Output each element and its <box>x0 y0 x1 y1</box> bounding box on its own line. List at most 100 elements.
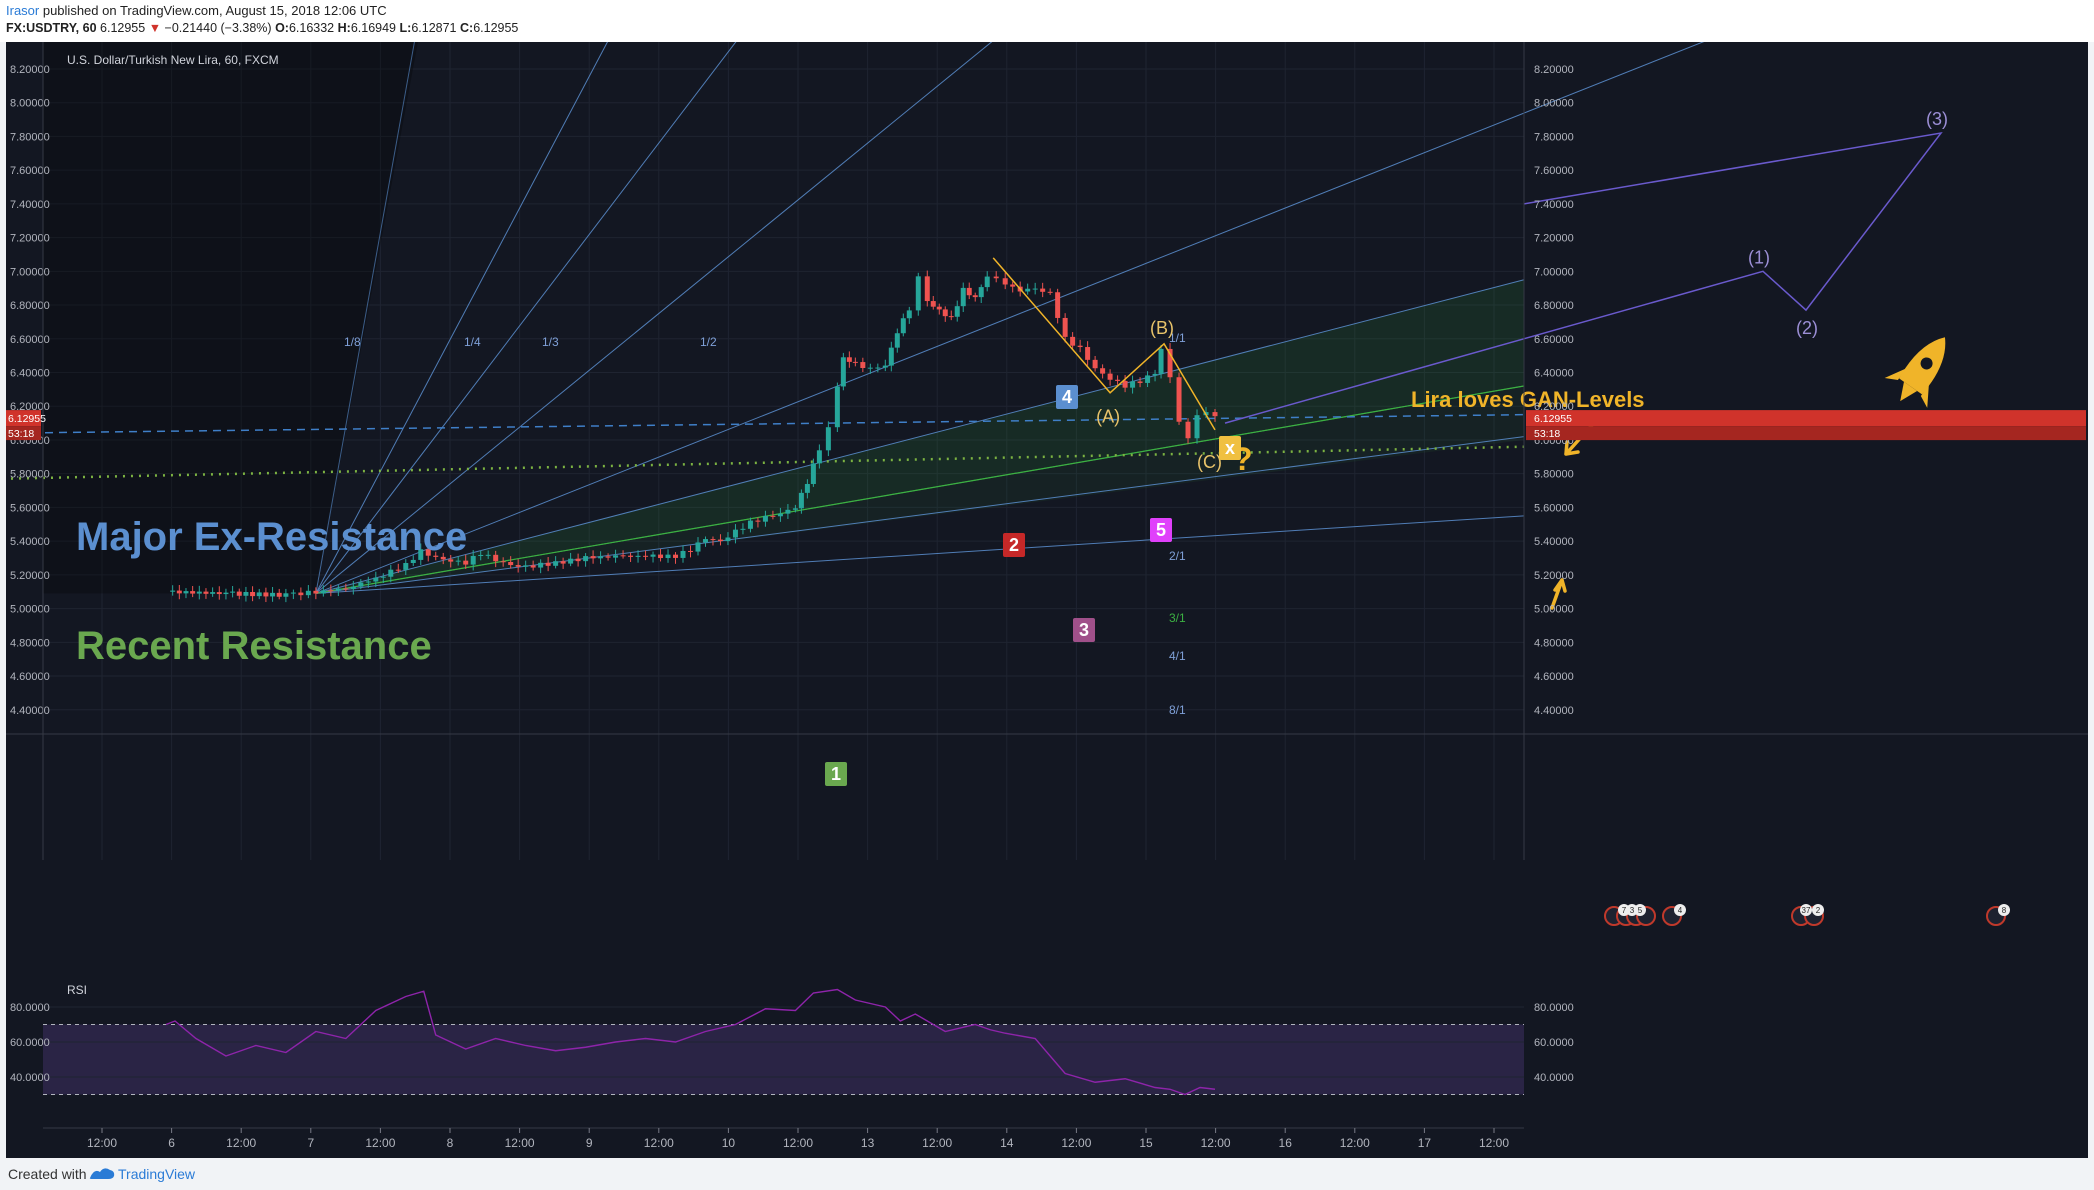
wave-marker-4: 4 <box>1056 385 1078 409</box>
candle-body <box>792 508 798 510</box>
candle-body <box>1070 336 1076 346</box>
x-tick-label: 8 <box>447 1136 454 1150</box>
candle-body <box>846 357 852 362</box>
candle-body <box>643 555 649 557</box>
candle-body <box>978 287 984 298</box>
candle-body <box>1002 278 1008 285</box>
candle-body <box>810 463 816 484</box>
gann-label: 8/1 <box>1169 703 1186 717</box>
symbol-line: FX:USDTRY, 60 6.12955 ▼ −0.21440 (−3.38%… <box>6 21 518 35</box>
x-tick-label: 12:00 <box>226 1136 256 1150</box>
projection: (1) (2) (3) <box>1224 109 1948 424</box>
tradingview-link[interactable]: TradingView <box>118 1166 196 1182</box>
candle-body <box>470 555 476 565</box>
candle-body <box>358 582 364 587</box>
callout-text: Lira loves GAN-Levels <box>1411 387 1645 412</box>
y-axis-label-left: 8.20000 <box>10 64 50 76</box>
gann-label: 1/2 <box>700 335 717 349</box>
wave-marker-text: 2 <box>1009 535 1019 555</box>
candle-body <box>388 569 394 577</box>
candle-body <box>320 590 326 594</box>
candle-body <box>930 301 936 307</box>
candle-body <box>598 556 604 559</box>
rsi-line <box>165 988 1216 1096</box>
candle-body <box>216 592 222 595</box>
candle-body <box>875 367 881 369</box>
candle-body <box>1152 373 1158 376</box>
y-axis-label-left: 5.80000 <box>10 469 50 481</box>
candle-body <box>176 590 182 594</box>
candle-body <box>203 591 209 594</box>
change-arrow: ▼ <box>148 21 162 35</box>
wave-marker-box <box>1150 518 1172 542</box>
gann-line <box>315 436 1525 594</box>
candle-body <box>1032 288 1038 290</box>
candle-body <box>223 592 229 595</box>
close-label: C: <box>459 21 474 35</box>
y-axis-label-right: 7.60000 <box>1534 165 1574 177</box>
price-tag-bg <box>1526 410 2086 427</box>
candle-body <box>1025 288 1031 292</box>
candle-body <box>463 560 469 565</box>
gann-line-3x1 <box>315 385 1525 595</box>
author-link[interactable]: Irasor <box>6 3 40 18</box>
high-value: 6.16949 <box>350 21 397 35</box>
y-axis-label-left: 7.40000 <box>10 199 50 211</box>
candle-body <box>762 515 768 522</box>
candle-body <box>770 515 776 517</box>
candle-body <box>478 554 484 556</box>
y-axis-label-right: 5.20000 <box>1534 570 1574 582</box>
candle-body <box>658 554 664 559</box>
y-axis-label-left: 4.80000 <box>10 637 50 649</box>
chart-area[interactable]: 1/8 1/4 1/3 1/2 1/1 2/1 3/1 4/1 8/1 (A) (B) (C)? Lir… <box>6 42 2088 1158</box>
chart-svg[interactable]: 1/8 1/4 1/3 1/2 1/12/13/14/18/1(A)(B)(C) ?Lir… <box>6 42 2088 1158</box>
candle-body <box>882 365 888 368</box>
left-axis-bg <box>6 42 43 860</box>
candle-body <box>740 528 746 530</box>
low-value: 6.12871 <box>411 21 457 35</box>
candle-body <box>605 556 611 558</box>
candle-body <box>1062 317 1068 337</box>
wave-marker-text: x <box>1225 438 1235 458</box>
x-tick-label: 12:00 <box>87 1136 117 1150</box>
candle-body <box>290 592 296 594</box>
gann-label: 4/1 <box>1169 649 1186 663</box>
candle-body <box>894 333 900 348</box>
y-axis-label-right: 4.60000 <box>1534 671 1574 683</box>
gann-line <box>315 42 1705 594</box>
candle-body <box>410 559 416 564</box>
candle-body <box>960 287 966 307</box>
projection-path <box>1224 132 1943 424</box>
fan-shadow <box>43 42 418 594</box>
rsi-axis-label-left: 60.0000 <box>10 1037 50 1049</box>
x-tick-label: 12:00 <box>1061 1136 1091 1150</box>
last-price: 6.12955 <box>100 21 146 35</box>
arrow-up <box>1550 578 1567 610</box>
x-tick-label: 12:00 <box>922 1136 952 1150</box>
candle-body <box>418 549 424 560</box>
event-count-badge <box>1674 904 1686 916</box>
candle-body <box>1194 415 1200 439</box>
candle-body <box>196 591 202 594</box>
candle-body <box>236 591 242 596</box>
wave-marker-x: x <box>1219 436 1241 460</box>
candle-body <box>665 554 671 559</box>
candle-body <box>635 555 641 557</box>
gann-label: 2/1 <box>1169 549 1186 563</box>
low-label: L: <box>399 21 412 35</box>
gann-line <box>315 42 608 594</box>
candle-body <box>298 592 304 596</box>
candle-body <box>530 565 536 568</box>
y-axis-label-left: 5.00000 <box>10 604 50 616</box>
candle-body <box>493 554 499 562</box>
countdown-bg <box>1526 426 2086 441</box>
y-axis-label-right: 8.00000 <box>1534 98 1574 110</box>
candle-body <box>485 554 491 556</box>
candle-body <box>448 559 454 562</box>
wave-marker-3: 3 <box>1073 618 1095 642</box>
event-count-badge <box>1800 904 1812 916</box>
event-flags: 7 3 5 4 37 2 8 <box>1604 904 2010 926</box>
y-axis-label-left: 6.80000 <box>10 300 50 312</box>
x-tick-label: 14 <box>1000 1136 1014 1150</box>
candle-body <box>1130 381 1136 388</box>
